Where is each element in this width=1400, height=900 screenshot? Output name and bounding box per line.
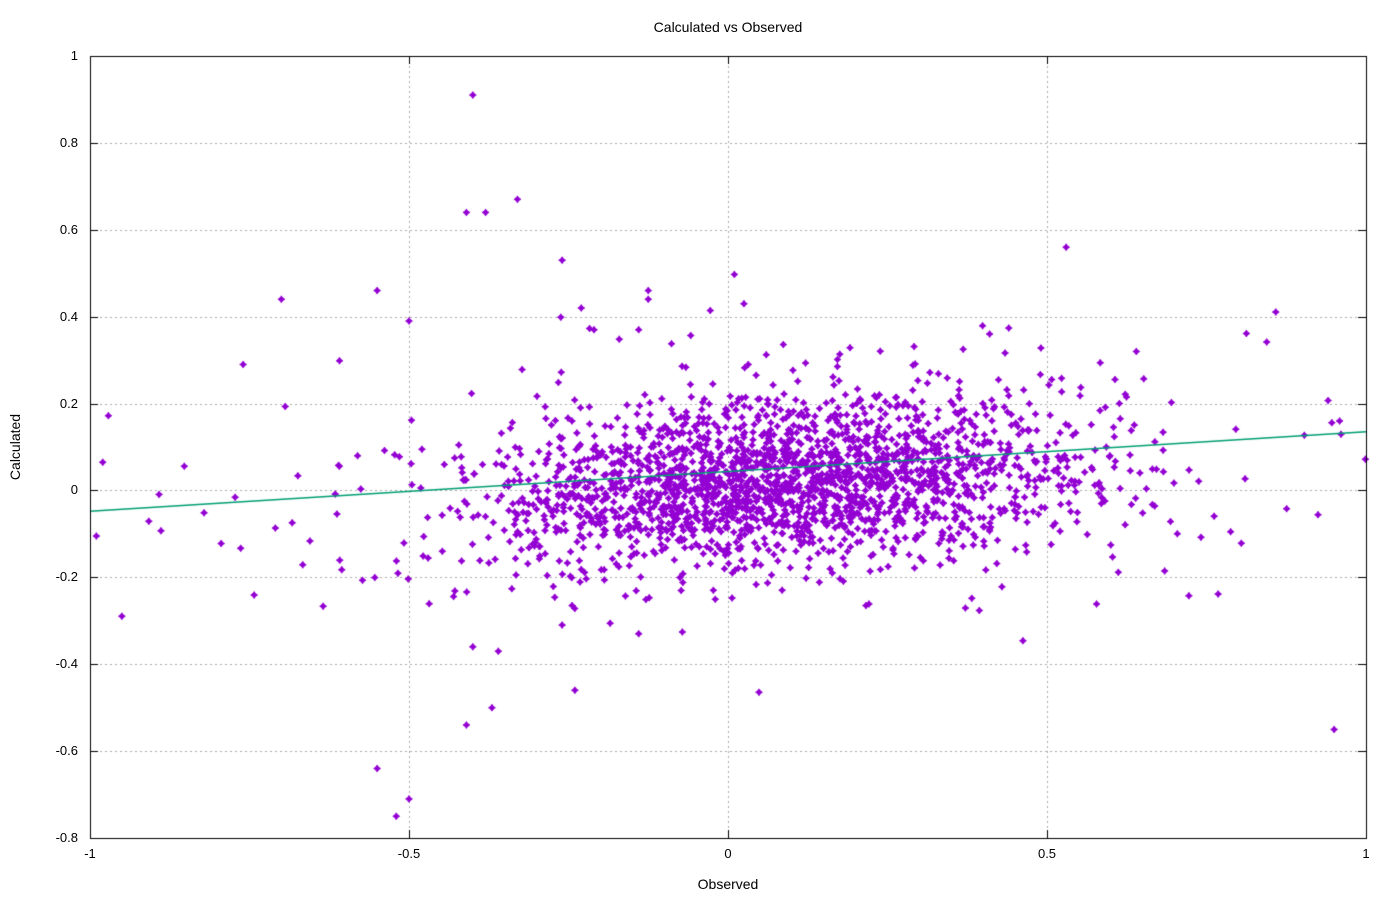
x-tick-label: 0: [724, 846, 732, 861]
x-tick-label: -0.5: [397, 846, 421, 861]
y-tick-label: 0.4: [59, 308, 78, 324]
y-axis-label: Calculated: [7, 413, 23, 481]
y-tick-label: -0.8: [55, 830, 78, 845]
y-tick-label: -0.2: [55, 569, 78, 585]
y-tick-label: 1: [70, 48, 78, 63]
y-tick-label: -0.6: [55, 743, 78, 759]
y-tick-label: -0.4: [55, 656, 78, 672]
x-tick-label: 1: [1362, 846, 1370, 861]
y-tick-label: 0.6: [59, 221, 78, 237]
x-tick-label: -1: [84, 846, 96, 861]
chart-title: Calculated vs Observed: [653, 19, 803, 35]
y-tick-label: 0.8: [59, 134, 78, 150]
y-tick-label: 0.2: [59, 395, 78, 411]
y-tick-label: 0: [70, 482, 78, 498]
x-tick-label: 0.5: [1037, 846, 1057, 861]
x-axis-label: Observed: [697, 876, 759, 892]
